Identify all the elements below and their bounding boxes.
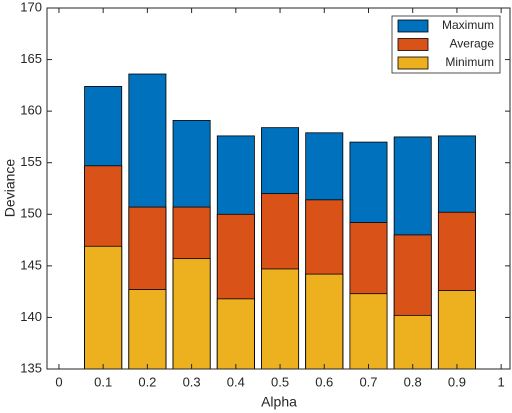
axes-box — [46, 7, 511, 370]
bar — [261, 268, 300, 370]
legend-label: Minimum — [445, 55, 494, 69]
legend-swatch — [397, 56, 429, 70]
legend-label: Average — [450, 37, 495, 51]
bar — [216, 298, 255, 370]
y-tick-label: 145 — [20, 257, 42, 272]
x-tick-label: 0.7 — [359, 374, 377, 389]
bar — [305, 273, 344, 370]
x-tick-label: 0.9 — [448, 374, 466, 389]
x-axis-label: Alpha — [261, 394, 297, 410]
x-tick-label: 0.6 — [315, 374, 333, 389]
x-tick-label: 0.3 — [183, 374, 201, 389]
y-axis-label: Deviance — [2, 159, 18, 218]
bar — [84, 245, 123, 370]
bar — [128, 289, 167, 370]
bar — [349, 293, 388, 370]
y-tick-label: 150 — [20, 206, 42, 221]
x-tick-label: 0.2 — [138, 374, 156, 389]
bar — [393, 314, 432, 370]
legend-swatch — [397, 19, 429, 33]
y-tick-label: 135 — [20, 360, 42, 375]
x-tick-label: 0 — [55, 374, 62, 389]
x-tick-label: 0.8 — [404, 374, 422, 389]
legend-swatch — [397, 38, 429, 51]
x-tick-label: 1 — [498, 374, 505, 389]
y-tick-label: 170 — [20, 0, 42, 14]
bar — [172, 258, 211, 370]
y-tick-label: 155 — [20, 154, 42, 169]
y-tick-label: 140 — [20, 309, 42, 324]
x-tick-label: 0.4 — [227, 374, 245, 389]
x-tick-label: 0.5 — [271, 374, 289, 389]
y-tick-label: 160 — [20, 103, 42, 118]
legend-label: Maximum — [442, 18, 494, 32]
y-tick-label: 165 — [20, 51, 42, 66]
x-tick-label: 0.1 — [94, 374, 112, 389]
bar — [437, 290, 476, 370]
